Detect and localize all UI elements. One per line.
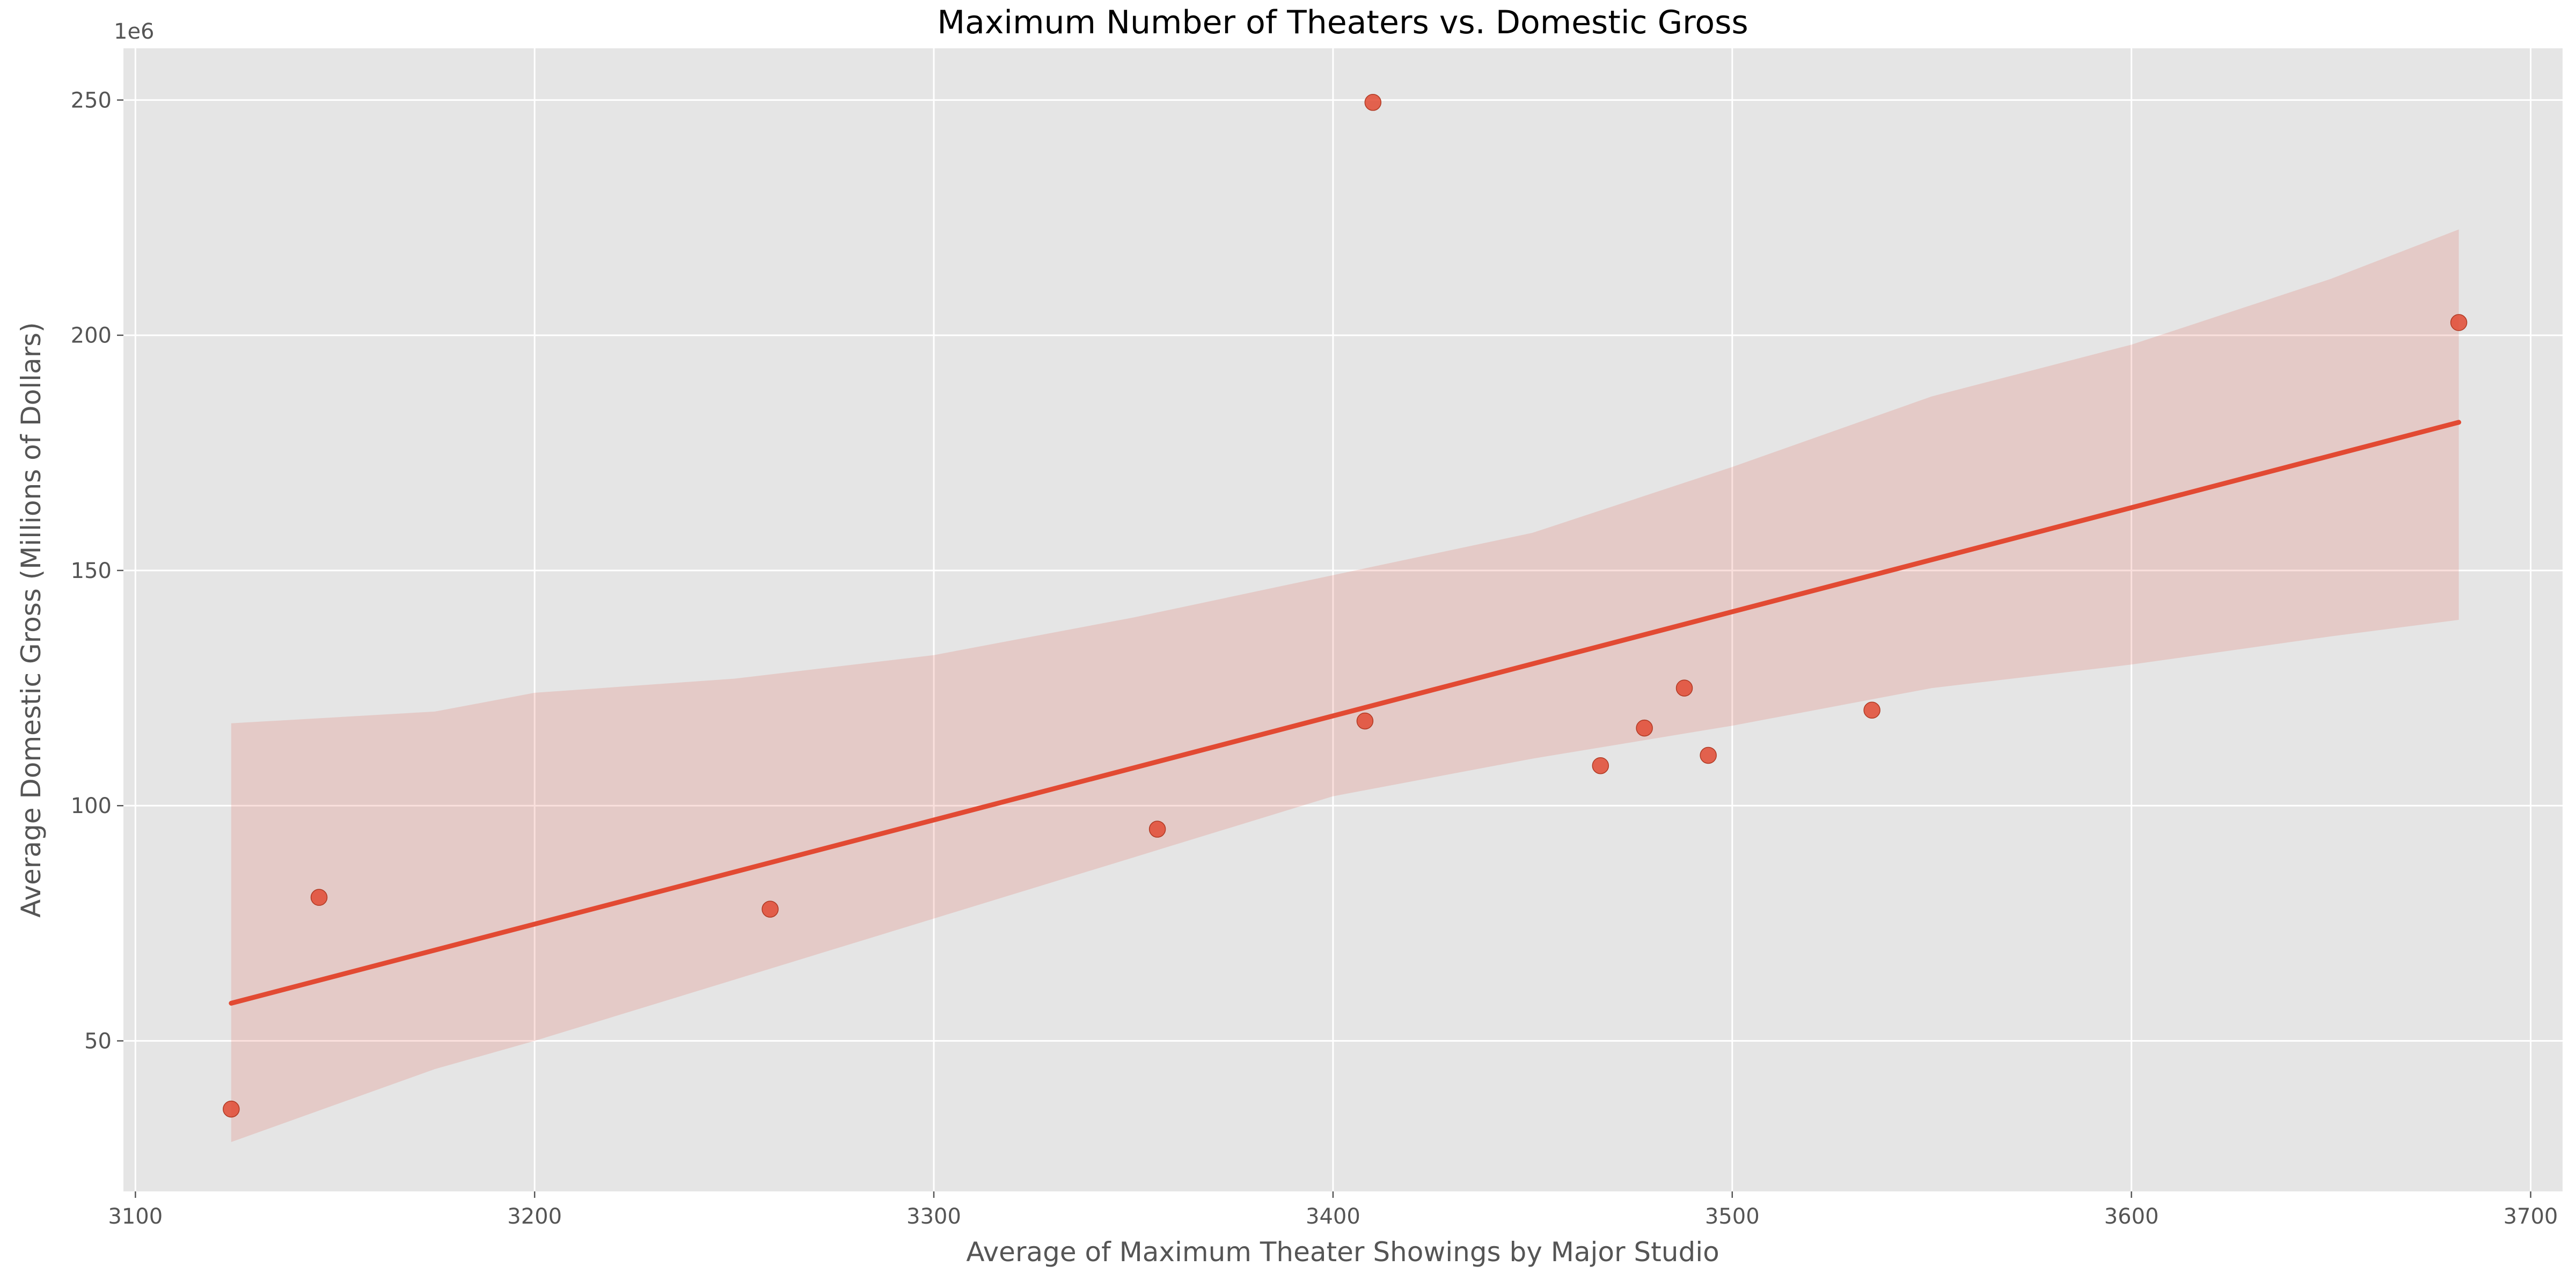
regression-line <box>229 420 2462 1006</box>
chart-title: Maximum Number of Theaters vs. Domestic … <box>937 4 1748 41</box>
data-point <box>1863 701 1880 719</box>
x-tick-label: 3400 <box>1306 1204 1360 1229</box>
x-axis-label: Average of Maximum Theater Showings by M… <box>966 1236 1719 1268</box>
y-tick-label: 100 <box>71 794 112 818</box>
data-point <box>1364 94 1382 111</box>
y-axis-ticks: 50 100 150 200 250 <box>71 88 123 1054</box>
x-tick-label: 3300 <box>906 1204 961 1229</box>
y-axis-label: Average Domestic Gross (Millions of Doll… <box>16 322 47 918</box>
y-tick-label: 200 <box>71 324 112 348</box>
x-tick-label: 3600 <box>2104 1204 2159 1229</box>
y-tick-label: 250 <box>71 88 112 113</box>
y-tick-label: 150 <box>71 559 112 583</box>
data-point <box>1592 757 1609 774</box>
x-tick-label: 3100 <box>108 1204 163 1229</box>
confidence-band <box>231 229 2459 1142</box>
x-tick-label: 3500 <box>1705 1204 1760 1229</box>
x-tick-label: 3700 <box>2504 1204 2558 1229</box>
data-point <box>1700 747 1717 764</box>
data-point <box>223 1100 240 1118</box>
y-tick-label: 50 <box>84 1029 112 1054</box>
x-axis-ticks: 3100 3200 3300 3400 3500 3600 3700 <box>108 1191 2558 1229</box>
data-point <box>1636 719 1653 737</box>
data-points <box>223 94 2468 1118</box>
data-point <box>1148 821 1166 838</box>
data-point <box>310 889 328 906</box>
y-offset-label: 1e6 <box>114 19 155 44</box>
plot-area <box>123 48 2563 1191</box>
data-point <box>762 901 779 918</box>
data-point <box>2450 314 2468 331</box>
data-point <box>1356 712 1374 730</box>
x-tick-label: 3200 <box>507 1204 562 1229</box>
data-point <box>1675 679 1693 697</box>
grid <box>123 48 2563 1191</box>
